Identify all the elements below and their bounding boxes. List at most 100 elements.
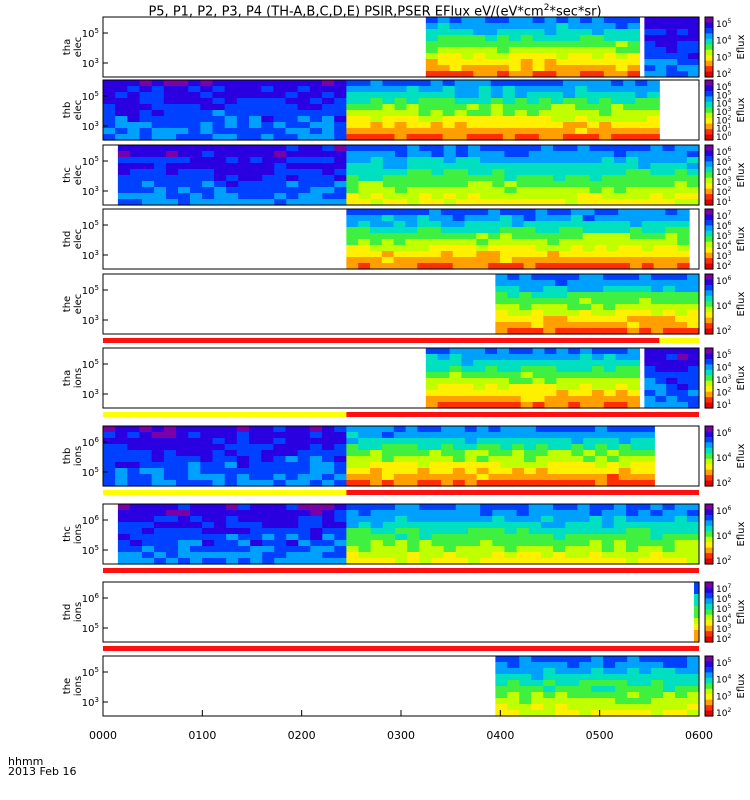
spectrogram-cell bbox=[419, 510, 433, 517]
spectrogram-cell bbox=[647, 86, 660, 93]
spectrogram-cell bbox=[443, 504, 457, 511]
spectrogram-cell bbox=[200, 104, 214, 111]
spectrogram-cell bbox=[565, 145, 578, 152]
spectrogram-cell bbox=[627, 286, 640, 293]
spectrogram-cell bbox=[395, 157, 408, 164]
spectrogram-cell bbox=[508, 372, 522, 379]
spectrogram-cell bbox=[520, 366, 534, 373]
ytick-label: 105 bbox=[82, 284, 99, 297]
spectrogram-cell bbox=[166, 558, 179, 565]
spectrogram-cell bbox=[686, 193, 700, 200]
spectrogram-cell bbox=[393, 450, 407, 457]
spectrogram-cell bbox=[117, 558, 131, 565]
spectrogram-cell bbox=[117, 534, 131, 541]
spectrogram-cell bbox=[492, 151, 506, 158]
spectrogram-cell bbox=[419, 199, 433, 206]
spectrogram-cell bbox=[370, 227, 383, 234]
spectrogram-cell bbox=[627, 384, 640, 391]
spectrogram-cell bbox=[461, 59, 474, 66]
spectrogram-cell bbox=[571, 456, 584, 463]
spectrogram-cell bbox=[532, 372, 546, 379]
spectrogram-cell bbox=[591, 710, 604, 717]
spectrogram-cell bbox=[516, 552, 530, 559]
spectrogram-cell bbox=[262, 169, 275, 176]
spectrogram-cell bbox=[226, 546, 239, 553]
spectrogram-cell bbox=[425, 71, 439, 78]
spectrogram-cell bbox=[538, 86, 552, 93]
spectrogram-cell bbox=[417, 456, 430, 463]
spectrogram-cell bbox=[188, 450, 201, 457]
spectrogram-cell bbox=[442, 122, 456, 129]
colorbar-segment bbox=[705, 431, 713, 438]
spectrogram-cell bbox=[502, 104, 516, 111]
spectrogram-cell bbox=[261, 468, 274, 475]
spectrogram-cell bbox=[603, 23, 617, 30]
colorbar-segment bbox=[705, 85, 713, 92]
spectrogram-cell bbox=[497, 384, 510, 391]
spectrogram-cell bbox=[544, 354, 557, 361]
spectrogram-cell bbox=[568, 390, 581, 397]
spectrogram-cell bbox=[627, 668, 640, 675]
spectrogram-cell bbox=[442, 80, 456, 87]
spectrogram-cell bbox=[579, 298, 592, 305]
spectrogram-cell bbox=[346, 426, 359, 433]
cbar-label: Eflux bbox=[736, 443, 747, 468]
spectrogram-cell bbox=[556, 53, 569, 60]
spectrogram-cell bbox=[298, 199, 311, 206]
spectrogram-cell bbox=[519, 674, 532, 681]
spectrogram-cell bbox=[103, 426, 116, 433]
spectrogram-cell bbox=[473, 354, 486, 361]
spectrogram-cell bbox=[601, 540, 615, 547]
spectrogram-cell bbox=[224, 468, 238, 475]
spectrogram-cell bbox=[250, 534, 263, 541]
spectrogram-cell bbox=[500, 468, 513, 475]
spectrogram-cell bbox=[236, 450, 250, 457]
spectrogram-cell bbox=[606, 227, 619, 234]
spectrogram-cell bbox=[310, 151, 323, 158]
spectrogram-cell bbox=[262, 504, 275, 511]
spectrogram-cell bbox=[286, 558, 299, 565]
spectrogram-cell bbox=[677, 239, 690, 246]
spectrogram-cell bbox=[449, 360, 463, 367]
spectrogram-cell bbox=[381, 444, 395, 451]
flag-yellow bbox=[659, 338, 699, 343]
spectrogram-cell bbox=[577, 169, 591, 176]
spectrogram-cell bbox=[603, 348, 617, 355]
spectrogram-cell bbox=[419, 193, 433, 200]
spectrogram-cell bbox=[511, 227, 525, 234]
spectrogram-cell bbox=[532, 23, 546, 30]
spectrogram-cell bbox=[273, 462, 287, 469]
spectrogram-cell bbox=[603, 354, 617, 361]
spectrogram-cell bbox=[579, 692, 592, 699]
spectrogram-cell bbox=[214, 528, 227, 535]
spectrogram-cell bbox=[626, 516, 639, 523]
spectrogram-cell bbox=[497, 17, 510, 24]
spectrogram-cell bbox=[418, 104, 432, 111]
spectrogram-cell bbox=[188, 110, 201, 117]
spectrogram-cell bbox=[236, 116, 250, 123]
flag-red bbox=[346, 412, 699, 417]
spectrogram-cell bbox=[405, 245, 418, 252]
spectrogram-cell bbox=[425, 354, 439, 361]
spectrogram-cell bbox=[508, 348, 522, 355]
spectrogram-cell bbox=[603, 47, 617, 54]
spectrogram-cell bbox=[139, 426, 153, 433]
spectrogram-cell bbox=[555, 710, 568, 717]
spectrogram-cell bbox=[129, 534, 143, 541]
spectrogram-cell bbox=[567, 698, 580, 705]
spectrogram-cell bbox=[615, 310, 628, 317]
spectrogram-cell bbox=[393, 444, 407, 451]
spectrogram-cell bbox=[358, 215, 371, 222]
spectrogram-cell bbox=[662, 175, 676, 182]
spectrogram-cell bbox=[395, 552, 408, 559]
spectrogram-cell bbox=[644, 348, 656, 355]
colorbar-segment bbox=[705, 453, 713, 460]
spectrogram-cell bbox=[630, 450, 644, 457]
spectrogram-cell bbox=[393, 209, 407, 216]
spectrogram-cell bbox=[176, 480, 189, 487]
spectrogram-cell bbox=[523, 251, 537, 258]
spectrogram-cell bbox=[543, 274, 556, 281]
spectrogram-cell bbox=[285, 86, 299, 93]
spectrogram-cell bbox=[644, 366, 656, 373]
spectrogram-cell bbox=[575, 104, 588, 111]
